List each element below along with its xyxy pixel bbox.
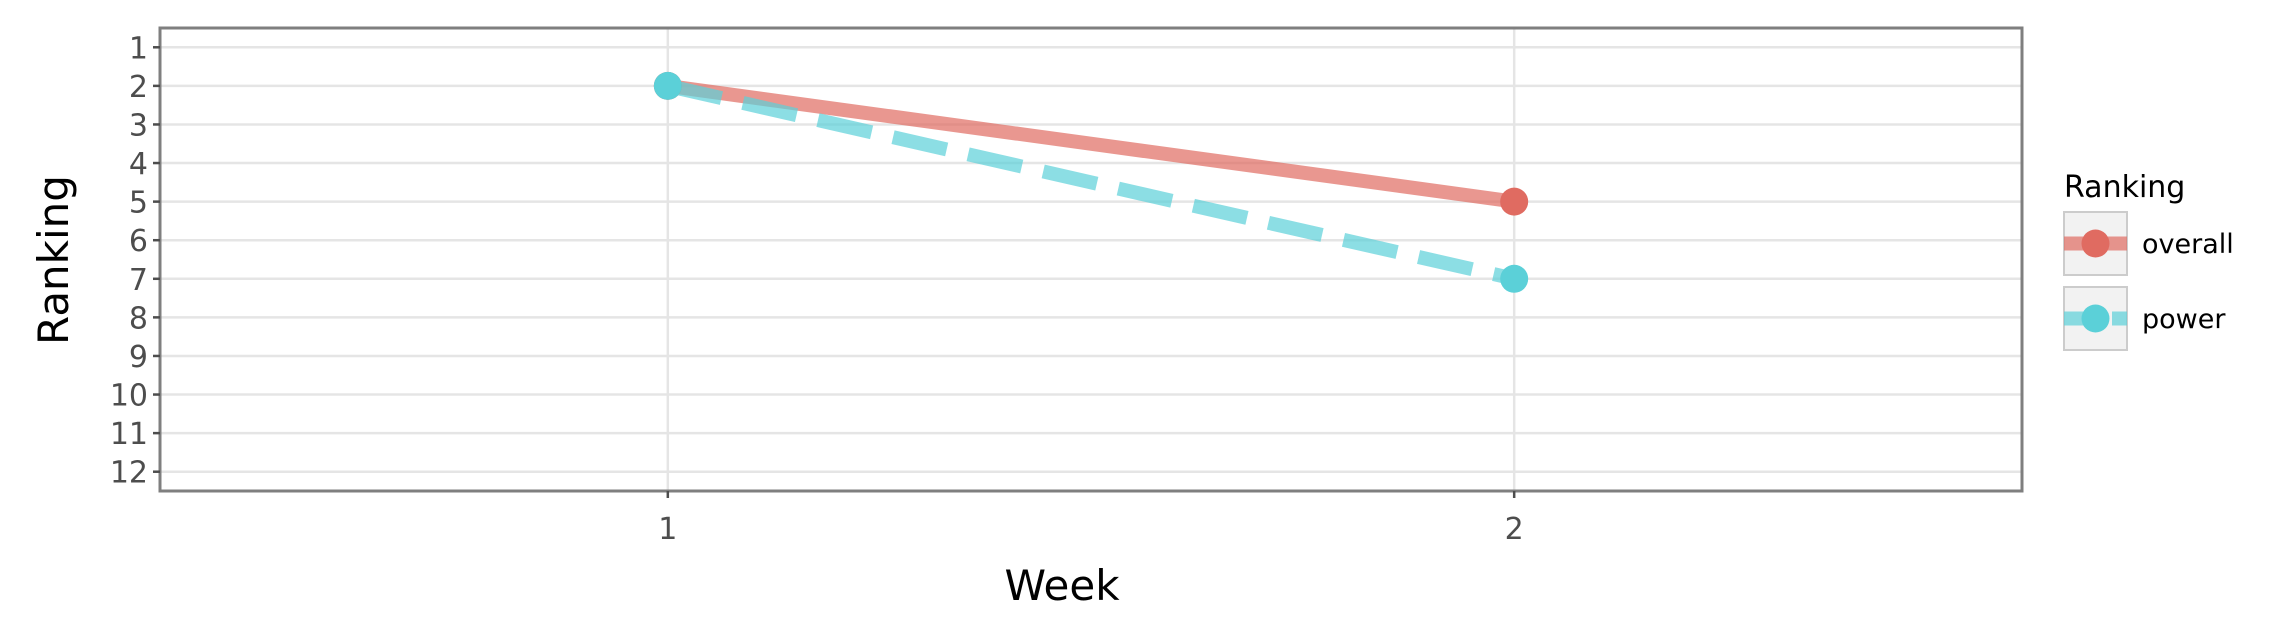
y-tick-label: 12 (110, 456, 148, 491)
legend: Ranking overall power (2063, 170, 2234, 351)
legend-label-power: power (2142, 304, 2226, 335)
y-tick-label: 3 (129, 108, 148, 143)
legend-point-overall (2081, 229, 2110, 258)
y-tick-label: 9 (129, 340, 148, 375)
series-line-overall (666, 78, 1516, 209)
y-tick-label: 6 (129, 224, 148, 259)
plot-panel-border (158, 26, 2024, 493)
x-axis-title: Week (1004, 561, 1120, 610)
x-tick-label: 1 (658, 512, 677, 547)
series-line-power (666, 79, 1516, 286)
y-tick-label: 4 (129, 147, 148, 182)
legend-point-power (2081, 304, 2110, 333)
y-tick-label: 7 (129, 263, 148, 298)
y-axis-title: Ranking (29, 175, 78, 345)
y-tick-label: 10 (110, 379, 148, 414)
series-points (653, 71, 1529, 293)
y-tick-label: 11 (110, 417, 148, 452)
y-tick-label: 5 (129, 186, 148, 221)
y-tick-label: 8 (129, 301, 148, 336)
y-tick-label: 2 (129, 70, 148, 105)
legend-label-overall: overall (2142, 229, 2234, 260)
series-lines (666, 78, 1516, 286)
grid-lines (160, 28, 2022, 491)
y-tick-label: 1 (129, 31, 148, 66)
legend-title: Ranking (2064, 170, 2185, 205)
data-point-power (653, 71, 682, 100)
data-point-overall (1500, 187, 1529, 216)
data-point-power (1500, 264, 1529, 293)
x-tick-label: 2 (1505, 512, 1524, 547)
